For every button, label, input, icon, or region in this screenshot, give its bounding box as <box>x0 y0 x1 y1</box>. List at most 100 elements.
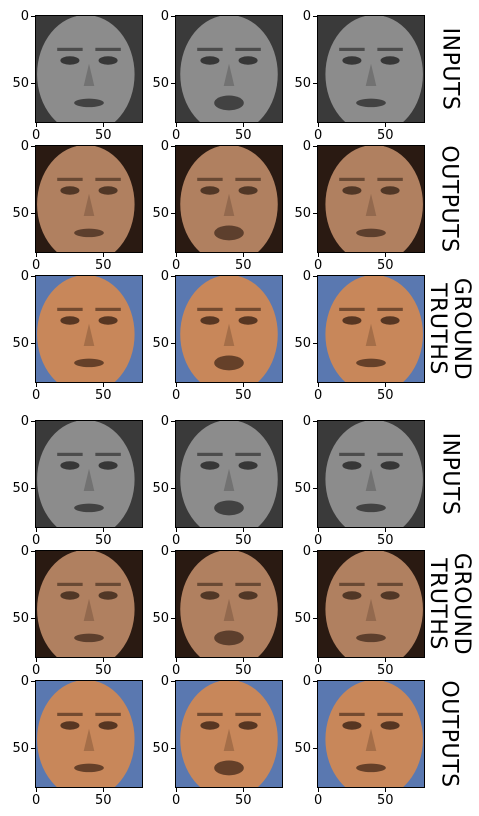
nose <box>365 598 377 621</box>
image-panel <box>317 275 425 383</box>
x-tick-label: 0 <box>172 258 181 273</box>
face-skin <box>325 681 423 787</box>
x-tick-mark <box>176 123 177 127</box>
right-eye <box>238 721 258 730</box>
right-brow <box>95 452 121 456</box>
face-skin <box>180 146 278 252</box>
y-tick-label: 50 <box>12 76 29 91</box>
left-brow <box>197 582 223 586</box>
y-tick-label: 0 <box>160 139 169 154</box>
y-tick-mark <box>31 488 35 489</box>
x-tick-label: 50 <box>95 128 112 143</box>
right-brow <box>377 712 403 716</box>
y-tick-label: 0 <box>20 414 29 429</box>
right-brow <box>235 177 261 181</box>
y-tick-mark <box>31 618 35 619</box>
y-tick-mark <box>313 16 317 17</box>
mouth <box>74 633 104 643</box>
y-tick-label: 0 <box>20 674 29 689</box>
row-label-text: OUTPUTS <box>437 145 463 253</box>
x-tick-mark <box>243 253 244 257</box>
y-tick-mark <box>31 276 35 277</box>
nose <box>83 598 95 621</box>
face-skin <box>325 276 423 382</box>
y-tick-mark <box>31 343 35 344</box>
image-panel <box>35 15 143 123</box>
y-tick-mark <box>313 551 317 552</box>
x-tick-mark <box>385 788 386 792</box>
mouth <box>74 503 104 513</box>
y-tick-mark <box>171 16 175 17</box>
x-tick-label: 0 <box>314 258 323 273</box>
x-tick-mark <box>103 383 104 387</box>
y-tick-mark <box>313 748 317 749</box>
y-tick-mark <box>171 748 175 749</box>
nose <box>365 468 377 491</box>
x-tick-mark <box>385 528 386 532</box>
x-tick-label: 0 <box>172 793 181 808</box>
y-tick-label: 0 <box>302 269 311 284</box>
row-label: OUTPUTS <box>425 680 473 788</box>
x-tick-label: 0 <box>314 128 323 143</box>
y-tick-mark <box>171 488 175 489</box>
x-tick-label: 50 <box>235 663 252 678</box>
row-label-text: GROUND TRUTHS <box>425 552 474 656</box>
face-skin <box>180 551 278 657</box>
x-tick-label: 50 <box>95 533 112 548</box>
mouth <box>356 503 386 513</box>
y-tick-label: 50 <box>294 336 311 351</box>
y-tick-mark <box>31 213 35 214</box>
left-eye <box>200 56 220 65</box>
left-brow <box>339 307 365 311</box>
nose <box>223 63 235 86</box>
left-eye <box>342 461 362 470</box>
left-eye <box>342 56 362 65</box>
nose <box>83 728 95 751</box>
left-brow <box>57 582 83 586</box>
face-skin <box>37 681 135 787</box>
left-eye <box>200 186 220 195</box>
y-tick-mark <box>171 276 175 277</box>
right-eye <box>380 461 400 470</box>
x-tick-label: 50 <box>377 128 394 143</box>
mouth <box>214 225 244 241</box>
left-brow <box>197 307 223 311</box>
image-panel <box>317 550 425 658</box>
right-brow <box>235 47 261 51</box>
mouth <box>356 358 386 368</box>
mouth <box>74 228 104 238</box>
left-eye <box>60 316 80 325</box>
face-skin <box>325 16 423 122</box>
right-brow <box>95 47 121 51</box>
right-eye <box>238 56 258 65</box>
left-brow <box>339 452 365 456</box>
x-tick-mark <box>318 788 319 792</box>
y-tick-label: 0 <box>160 269 169 284</box>
face-skin <box>325 421 423 527</box>
nose <box>365 323 377 346</box>
image-panel <box>35 550 143 658</box>
y-tick-label: 0 <box>302 674 311 689</box>
y-tick-mark <box>171 618 175 619</box>
x-tick-mark <box>318 253 319 257</box>
y-tick-label: 0 <box>302 414 311 429</box>
x-tick-mark <box>36 528 37 532</box>
image-panel <box>175 680 283 788</box>
y-tick-mark <box>313 618 317 619</box>
y-tick-label: 50 <box>152 741 169 756</box>
right-eye <box>98 186 118 195</box>
y-tick-mark <box>31 83 35 84</box>
x-tick-mark <box>103 123 104 127</box>
face-skin <box>180 421 278 527</box>
x-tick-label: 0 <box>32 128 41 143</box>
y-tick-label: 50 <box>12 336 29 351</box>
x-tick-label: 0 <box>172 533 181 548</box>
x-tick-mark <box>318 658 319 662</box>
nose <box>223 468 235 491</box>
image-panel <box>175 420 283 528</box>
x-tick-mark <box>176 383 177 387</box>
x-tick-label: 50 <box>377 533 394 548</box>
left-brow <box>57 712 83 716</box>
left-brow <box>197 712 223 716</box>
right-brow <box>377 582 403 586</box>
